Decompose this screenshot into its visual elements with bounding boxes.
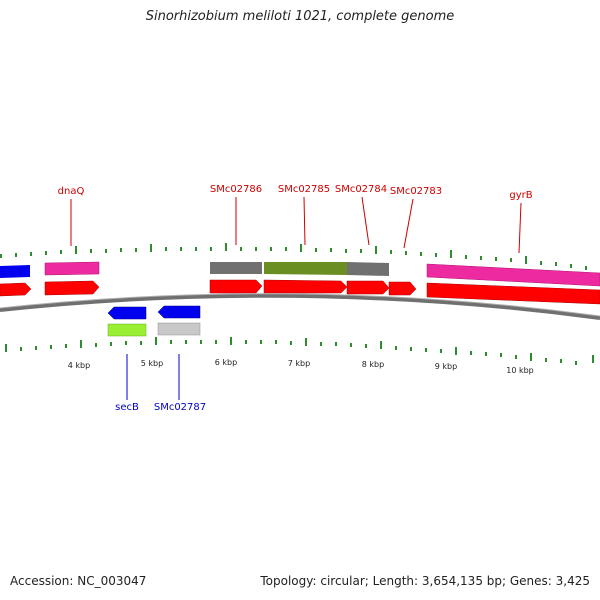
bottom-feature-labels: secB SMc02787	[115, 354, 206, 413]
scale-label: 9 kbp	[435, 362, 457, 371]
cds-arrow[interactable]	[263, 279, 348, 294]
scale-label: 4 kbp	[68, 361, 90, 370]
label-SMc02785: SMc02785	[278, 184, 330, 195]
upper-tick-ring	[0, 243, 587, 270]
gene-feature[interactable]	[0, 265, 30, 278]
label-dnaQ: dnaQ	[58, 186, 85, 197]
scale-label: 6 kbp	[215, 358, 237, 367]
cds-arrow[interactable]	[157, 305, 201, 319]
cds-arrow[interactable]	[426, 282, 600, 305]
leader-line	[303, 196, 306, 246]
gene-feature-SMc02784[interactable]	[347, 262, 389, 276]
cds-arrow[interactable]	[209, 279, 263, 294]
label-SMc02784: SMc02784	[335, 184, 387, 195]
gene-track-upper	[0, 261, 600, 287]
leader-line	[518, 202, 522, 254]
gene-track-lower	[107, 322, 201, 337]
gene-feature-SMc02785[interactable]	[264, 262, 347, 275]
leader-line	[361, 196, 370, 246]
gene-feature-SMc02787[interactable]	[157, 322, 201, 336]
scale-label: 5 kbp	[141, 359, 163, 368]
backbone	[0, 293, 600, 320]
scale-label: 7 kbp	[288, 359, 310, 368]
cds-track-forward	[0, 279, 600, 305]
cds-track-reverse	[107, 305, 201, 320]
accession-text: Accession: NC_003047	[10, 574, 147, 588]
label-SMc02786: SMc02786	[210, 184, 262, 195]
gene-feature-secB[interactable]	[107, 323, 147, 337]
label-SMc02787: SMc02787	[154, 402, 206, 413]
lower-tick-ring	[5, 337, 594, 365]
label-secB: secB	[115, 402, 139, 413]
gene-feature-SMc02786[interactable]	[210, 262, 262, 274]
cds-arrow[interactable]	[0, 282, 32, 297]
cds-arrow[interactable]	[44, 280, 100, 296]
label-SMc02783: SMc02783	[390, 186, 442, 197]
gene-feature-dnaQ[interactable]	[44, 261, 100, 276]
cds-arrow[interactable]	[346, 280, 390, 295]
backbone-highlight	[0, 293, 600, 317]
scale-label: 10 kbp	[506, 366, 534, 375]
label-gyrB: gyrB	[509, 190, 532, 201]
gene-feature-gyrB[interactable]	[426, 263, 600, 287]
top-feature-labels: dnaQ SMc02786 SMc02785 SMc02784 SMc02783…	[58, 184, 533, 254]
cds-arrow[interactable]	[107, 306, 147, 320]
leader-line	[403, 198, 414, 249]
cds-arrow[interactable]	[388, 281, 417, 296]
genome-summary: Topology: circular; Length: 3,654,135 bp…	[260, 574, 590, 588]
scale-label: 8 kbp	[362, 360, 384, 369]
map-title: Sinorhizobium meliloti 1021, complete ge…	[145, 9, 455, 24]
scale-labels: 4 kbp 5 kbp 6 kbp 7 kbp 8 kbp 9 kbp 10 k…	[68, 358, 534, 375]
